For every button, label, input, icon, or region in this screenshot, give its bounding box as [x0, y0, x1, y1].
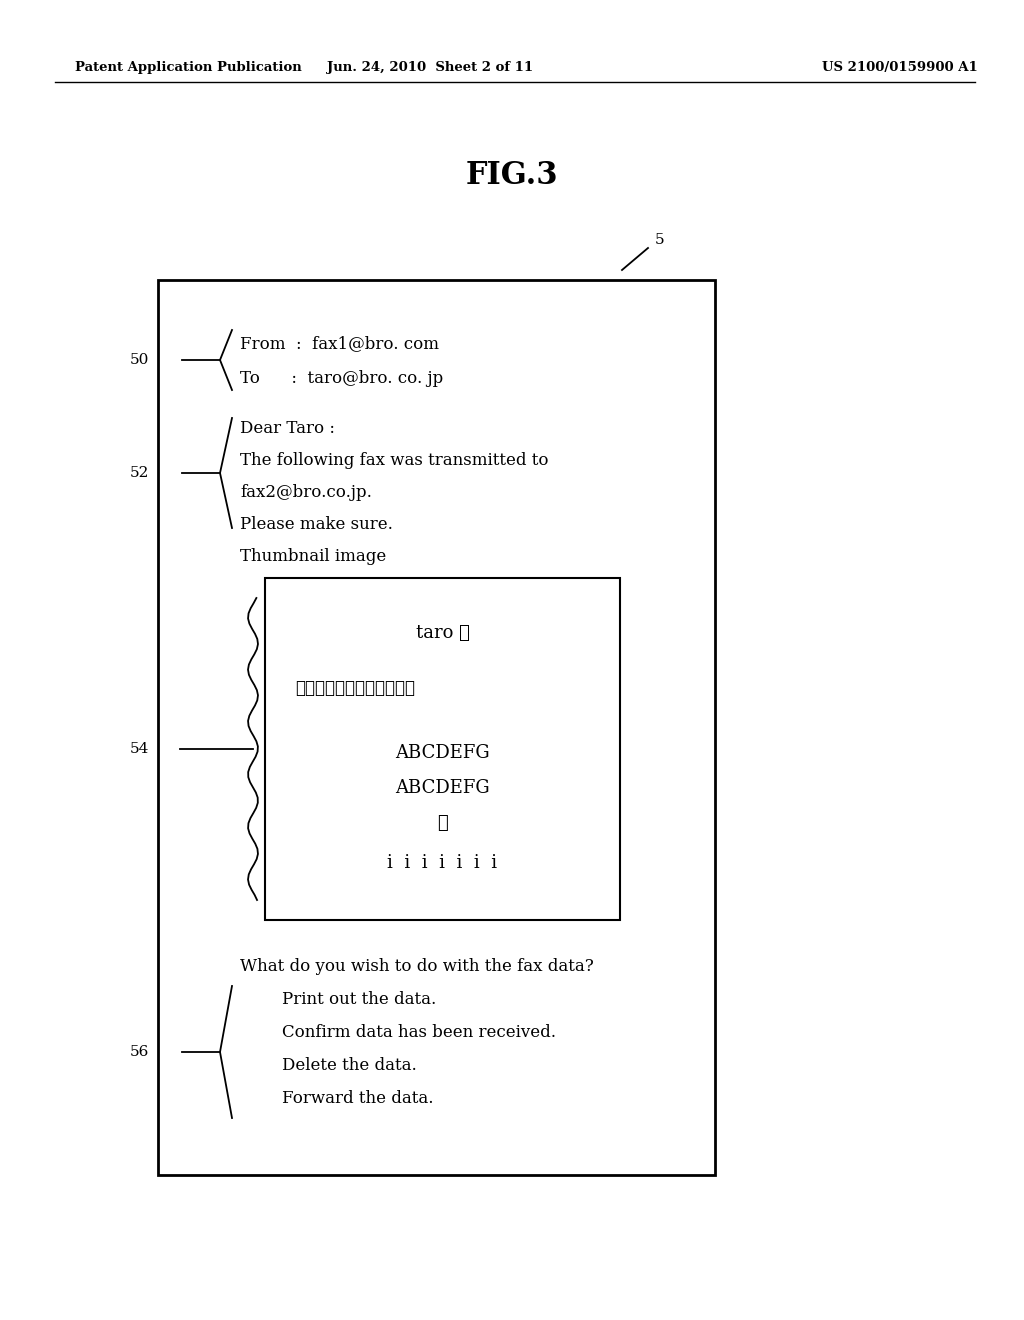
Text: の: の	[437, 814, 447, 832]
Text: Dear Taro :: Dear Taro :	[240, 420, 335, 437]
Text: 54: 54	[130, 742, 150, 756]
Text: What do you wish to do with the fax data?: What do you wish to do with the fax data…	[240, 958, 594, 975]
Text: Delete the data.: Delete the data.	[240, 1057, 417, 1074]
Text: taro 様: taro 様	[416, 624, 469, 642]
Text: From  :  fax1@bro. com: From : fax1@bro. com	[240, 335, 439, 352]
Text: Patent Application Publication: Patent Application Publication	[75, 62, 302, 74]
Text: Print out the data.: Print out the data.	[240, 991, 436, 1008]
Text: ABCDEFG: ABCDEFG	[395, 744, 489, 762]
Text: The following fax was transmitted to: The following fax was transmitted to	[240, 451, 549, 469]
Text: i  i  i  i  i  i  i: i i i i i i i	[387, 854, 498, 873]
Text: Thumbnail image: Thumbnail image	[240, 548, 386, 565]
Text: FIG.3: FIG.3	[466, 160, 558, 190]
Text: ABCDEFG: ABCDEFG	[395, 779, 489, 797]
Text: US 2100/0159900 A1: US 2100/0159900 A1	[822, 62, 978, 74]
Bar	[265, 578, 620, 920]
Text: 設計変更は。。。。。。。: 設計変更は。。。。。。。	[295, 680, 415, 697]
Text: Forward the data.: Forward the data.	[240, 1090, 433, 1107]
Text: To      :  taro@bro. co. jp: To : taro@bro. co. jp	[240, 370, 443, 387]
Bar	[158, 280, 715, 1175]
Text: fax2@bro.co.jp.: fax2@bro.co.jp.	[240, 484, 372, 502]
Text: 5: 5	[655, 234, 665, 247]
Text: Please make sure.: Please make sure.	[240, 516, 393, 533]
Text: 50: 50	[130, 352, 150, 367]
Text: Confirm data has been received.: Confirm data has been received.	[240, 1024, 556, 1041]
Text: 52: 52	[130, 466, 150, 480]
Text: Jun. 24, 2010  Sheet 2 of 11: Jun. 24, 2010 Sheet 2 of 11	[327, 62, 534, 74]
Text: 56: 56	[130, 1045, 150, 1059]
